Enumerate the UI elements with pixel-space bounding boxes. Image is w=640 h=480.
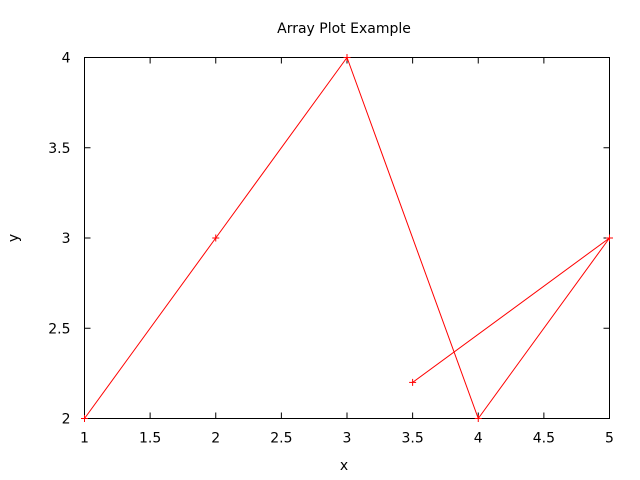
y-tick-label: 2.5 xyxy=(48,321,70,337)
x-tick-label: 3 xyxy=(343,431,352,447)
y-tick-label: 4 xyxy=(62,51,71,67)
x-tick-label: 4 xyxy=(474,431,483,447)
x-tick-label: 1 xyxy=(80,431,89,447)
data-point-marker xyxy=(212,234,220,242)
y-tick-label: 3.5 xyxy=(48,141,70,157)
y-axis-label: y xyxy=(6,234,22,242)
axis-ticks xyxy=(84,57,610,419)
x-tick-label: 4.5 xyxy=(533,431,555,447)
chart-title: Array Plot Example xyxy=(277,21,411,37)
x-tick-label: 1.5 xyxy=(139,431,161,447)
data-point-marker xyxy=(343,54,351,61)
x-tick-label: 2.5 xyxy=(270,431,292,447)
data-point-marker xyxy=(474,415,482,422)
data-point-marker xyxy=(606,234,613,242)
plot-frame xyxy=(84,57,610,419)
y-tick-label: 2 xyxy=(62,412,71,428)
x-axis-label: x xyxy=(340,458,348,474)
series-layer xyxy=(81,54,613,422)
data-point-marker xyxy=(409,378,417,386)
tick-labels: 1 1.5 2 2.5 3 3.5 4 4.5 5 2 2.5 3 3.5 4 xyxy=(48,51,614,447)
y-tick-label: 3 xyxy=(62,231,71,247)
x-tick-label: 3.5 xyxy=(401,431,423,447)
data-point-marker xyxy=(81,415,88,422)
x-tick-label: 2 xyxy=(211,431,220,447)
series-line xyxy=(84,56,610,420)
x-tick-label: 5 xyxy=(605,431,614,447)
